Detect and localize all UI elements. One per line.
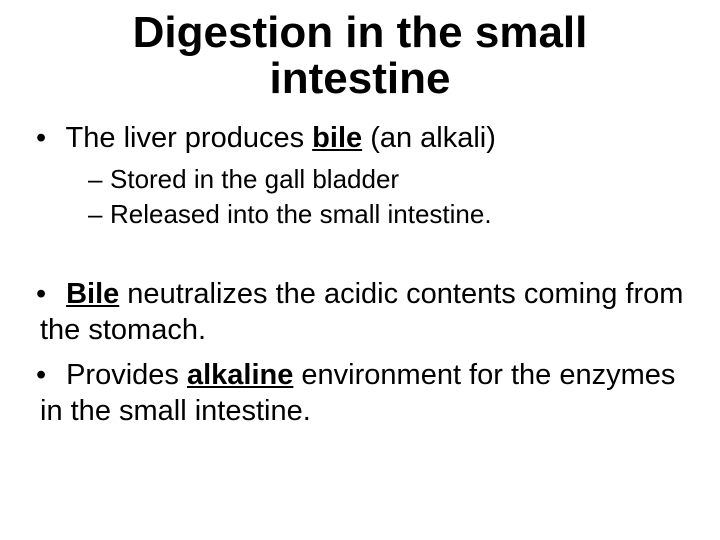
bullet-1-pre: The liver produces	[66, 122, 313, 154]
slide: Digestion in the small intestine The liv…	[0, 0, 720, 540]
bullet-1: The liver produces bile (an alkali) Stor…	[40, 120, 690, 232]
sub-1-text: Stored in the gall bladder	[110, 164, 399, 194]
bullet-1-post: (an alkali)	[362, 122, 496, 154]
bullet-3-alk: alkaline	[187, 359, 293, 391]
title-line-1: Digestion in the small	[133, 8, 588, 57]
bullet-1-bile: bile	[312, 122, 362, 154]
title-line-2: intestine	[270, 54, 451, 103]
bullet-list: The liver produces bile (an alkali) Stor…	[30, 120, 690, 429]
bullet-3-pre: Provides	[66, 359, 187, 391]
sub-2: Released into the small intestine.	[88, 198, 690, 232]
sub-2-text: Released into the small intestine.	[110, 199, 492, 229]
bullet-2-rest: neutralizes the acidic contents coming f…	[40, 278, 683, 346]
sub-list-1: Stored in the gall bladder Released into…	[40, 163, 690, 233]
slide-title: Digestion in the small intestine	[30, 10, 690, 102]
bullet-2-bile: Bile	[66, 278, 119, 310]
bullet-2: Bile neutralizes the acidic contents com…	[40, 276, 690, 349]
sub-1: Stored in the gall bladder	[88, 163, 690, 197]
bullet-3: Provides alkaline environment for the en…	[40, 357, 690, 430]
